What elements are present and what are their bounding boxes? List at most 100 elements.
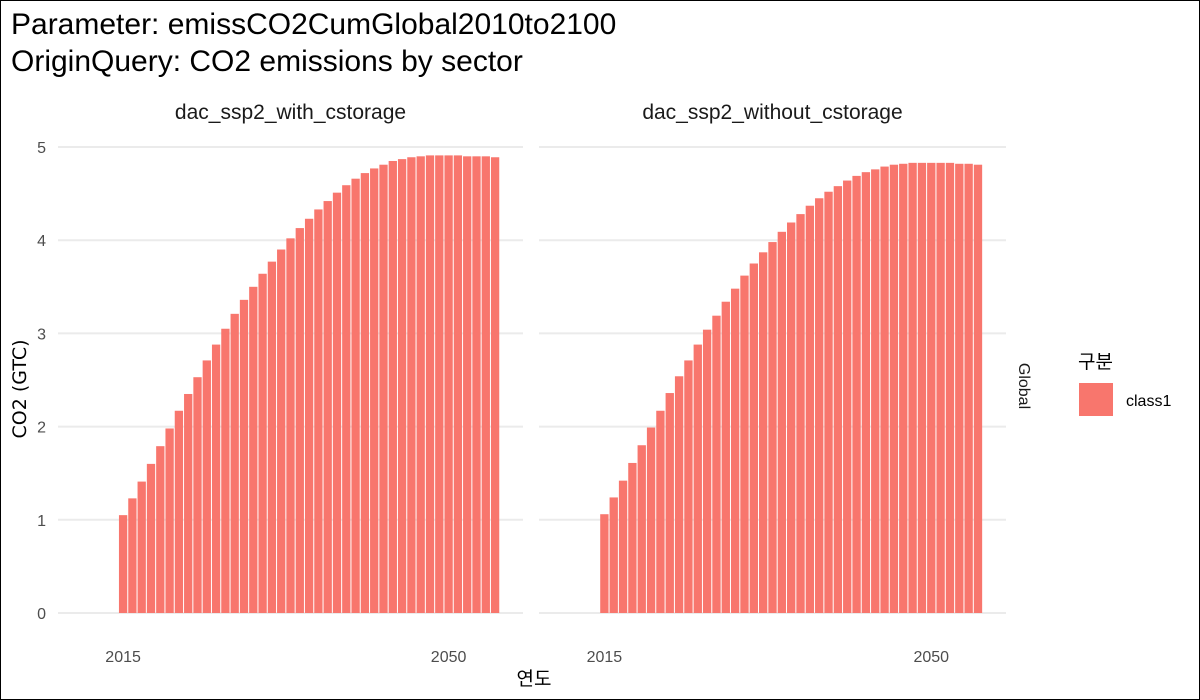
bar <box>360 173 370 613</box>
y-axis-title: CO2 (GTC) <box>9 340 31 439</box>
bar <box>435 155 444 613</box>
bar <box>286 238 295 613</box>
bar <box>824 191 833 613</box>
bar <box>917 162 927 613</box>
bar <box>787 222 796 613</box>
bar <box>118 515 128 613</box>
bar <box>852 175 861 613</box>
bar <box>889 164 899 613</box>
bar <box>202 360 211 613</box>
bar <box>815 198 824 613</box>
panel-strip-label: dac_ssp2_without_cstorage <box>642 101 902 124</box>
bar <box>964 163 973 613</box>
plot-area: dac_ssp2_with_cstorage 2015 2050 0 1 2 3 4 5 dac_… <box>37 101 1006 666</box>
bar <box>472 156 481 613</box>
chart-title-line-2: OriginQuery: CO2 emissions by sector <box>11 45 523 78</box>
bar <box>416 156 425 613</box>
bar <box>805 205 815 613</box>
bar <box>277 249 286 613</box>
bar <box>945 162 955 613</box>
bar <box>955 163 964 613</box>
panel-strip-label: dac_ssp2_with_cstorage <box>175 101 406 124</box>
chart-title-line-1: Parameter: emissCO2CumGlobal2010to2100 <box>11 8 616 41</box>
bar <box>249 286 258 613</box>
bar <box>674 376 684 613</box>
bar <box>323 201 332 613</box>
bar <box>609 497 618 613</box>
x-tick-label: 2050 <box>431 649 467 666</box>
bar <box>730 288 740 613</box>
x-tick-label: 2015 <box>587 649 623 666</box>
bar <box>712 315 721 613</box>
y-tick-label: 5 <box>37 140 46 157</box>
bar <box>618 480 628 613</box>
bar <box>128 498 137 613</box>
bar <box>156 446 165 613</box>
bar <box>379 164 388 613</box>
x-tick-label: 2015 <box>105 649 141 666</box>
bar <box>600 514 609 613</box>
bar <box>768 242 777 613</box>
bar <box>777 231 787 613</box>
bar <box>490 157 500 613</box>
bar <box>656 410 665 613</box>
legend-label-class1: class1 <box>1126 393 1171 410</box>
bar <box>174 410 184 613</box>
bar <box>796 214 805 613</box>
bar <box>833 186 843 614</box>
bar <box>388 160 397 614</box>
bar <box>721 301 730 613</box>
bar <box>880 166 889 613</box>
bar <box>843 180 852 613</box>
y-tick-label: 0 <box>37 606 46 623</box>
bar <box>146 463 156 613</box>
bar <box>861 172 871 613</box>
x-tick-label: 2050 <box>913 649 949 666</box>
bar <box>740 275 749 613</box>
bar <box>637 445 646 613</box>
bar <box>221 328 230 613</box>
bar <box>927 162 936 613</box>
x-axis-title: 연도 <box>517 668 552 690</box>
bar <box>628 462 637 613</box>
bar <box>646 427 656 613</box>
bar <box>239 299 249 613</box>
bar <box>211 344 221 613</box>
bar <box>684 360 693 613</box>
bar <box>973 164 983 613</box>
y-tick-label: 3 <box>37 326 46 343</box>
bar <box>749 263 758 613</box>
bar <box>444 155 453 613</box>
bar <box>295 228 304 614</box>
bar <box>758 252 768 614</box>
row-strip-label: Global <box>1015 363 1032 409</box>
bar <box>165 428 174 613</box>
bar <box>351 178 360 614</box>
legend-key-class1 <box>1079 383 1113 416</box>
bar <box>407 157 416 613</box>
y-tick-label: 2 <box>37 420 46 437</box>
y-tick-label: 4 <box>37 233 46 250</box>
bar <box>425 155 435 613</box>
bar <box>184 393 193 613</box>
bar <box>871 169 880 614</box>
bar <box>193 377 202 613</box>
bar <box>453 155 463 613</box>
bar <box>463 156 472 613</box>
bar <box>230 313 239 613</box>
bar <box>342 185 351 613</box>
bar <box>314 209 323 613</box>
bar <box>304 218 314 614</box>
bar <box>370 168 379 613</box>
bar <box>397 159 407 613</box>
bar <box>267 261 277 613</box>
bar <box>899 163 908 613</box>
bar <box>936 162 945 613</box>
bar <box>137 481 146 613</box>
bar <box>665 393 674 613</box>
bar <box>258 273 267 613</box>
bar <box>908 162 917 613</box>
bar <box>481 156 490 613</box>
